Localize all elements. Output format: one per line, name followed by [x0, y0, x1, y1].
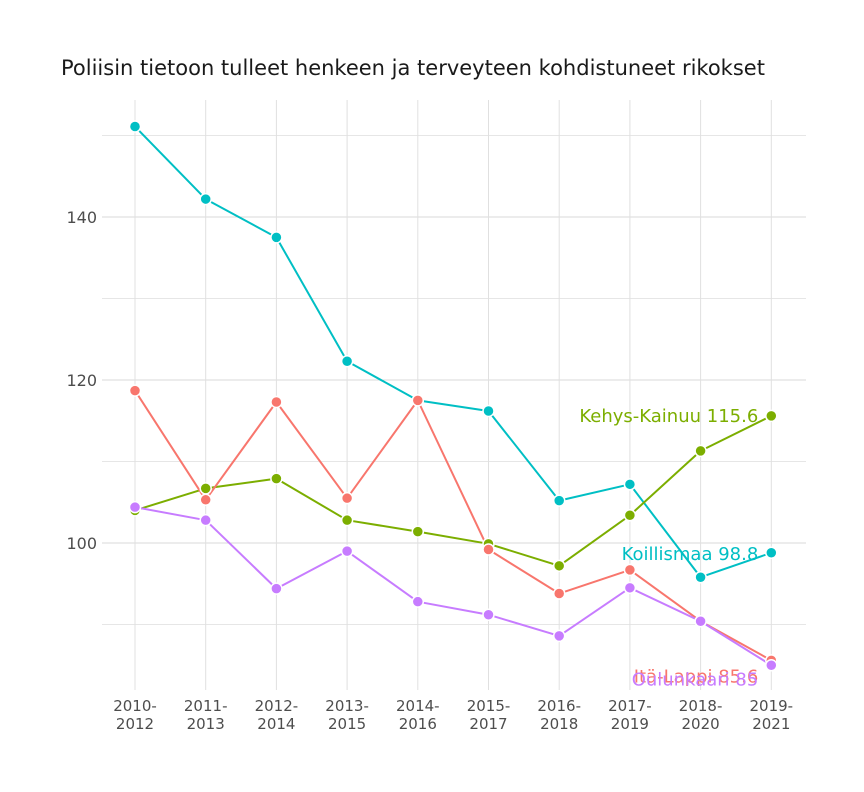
- data-point-it-lappi: [270, 395, 283, 409]
- end-label-it-lappi: Itä-Lappi 85.6: [634, 666, 759, 687]
- data-point-kehys-kainuu: [694, 444, 707, 458]
- data-point-kehys-kainuu: [340, 513, 354, 527]
- x-tick-label: 2014-: [396, 697, 440, 715]
- data-point-it-lappi: [623, 563, 637, 577]
- data-point-it-lappi: [128, 384, 142, 397]
- series-line-kehys-kainuu: [134, 414, 772, 567]
- data-point-oulunkaari: [623, 581, 637, 595]
- data-point-koillismaa: [128, 120, 142, 133]
- data-point-koillismaa: [623, 478, 637, 491]
- x-tick-label: 2021: [752, 715, 790, 733]
- data-point-koillismaa: [199, 192, 212, 206]
- x-tick-label: 2013: [187, 715, 225, 733]
- data-point-oulunkaari: [340, 544, 354, 558]
- data-point-oulunkaari: [552, 629, 566, 643]
- data-point-koillismaa: [765, 546, 778, 560]
- data-point-koillismaa: [694, 570, 707, 584]
- data-point-it-lappi: [199, 493, 212, 507]
- x-tick-label: 2016: [399, 715, 437, 733]
- data-point-kehys-kainuu: [199, 482, 212, 495]
- x-tick-label: 2019: [611, 715, 649, 733]
- x-tick-label: 2010-: [113, 697, 157, 715]
- data-point-kehys-kainuu: [623, 509, 637, 522]
- y-tick-label: 100: [66, 534, 97, 553]
- data-point-it-lappi: [552, 587, 566, 600]
- chart-title: Poliisin tietoon tulleet henkeen ja terv…: [61, 56, 765, 80]
- data-point-oulunkaari: [694, 614, 707, 628]
- data-point-it-lappi: [340, 491, 354, 505]
- data-point-it-lappi: [482, 543, 495, 556]
- data-point-oulunkaari: [199, 513, 212, 527]
- data-point-koillismaa: [270, 231, 283, 244]
- x-tick-label: 2015-: [467, 697, 511, 715]
- data-point-it-lappi: [411, 394, 425, 407]
- x-tick-label: 2014: [257, 715, 295, 733]
- x-tick-label: 2016-: [537, 697, 581, 715]
- data-point-oulunkaari: [482, 608, 495, 621]
- x-tick-label: 2019-: [750, 697, 794, 715]
- data-point-oulunkaari: [411, 595, 425, 608]
- x-tick-label: 2012-: [255, 697, 299, 715]
- data-point-koillismaa: [482, 404, 495, 418]
- x-tick-label: 2017: [469, 715, 507, 733]
- data-point-koillismaa: [552, 494, 566, 507]
- data-point-oulunkaari: [128, 500, 142, 514]
- data-point-kehys-kainuu: [270, 472, 283, 485]
- data-point-koillismaa: [340, 355, 354, 368]
- x-tick-label: 2017-: [608, 697, 652, 715]
- data-point-oulunkaari: [765, 659, 778, 672]
- series-line-oulunkaari: [134, 506, 772, 667]
- x-tick-label: 2011-: [184, 697, 228, 715]
- x-tick-label: 2018-: [679, 697, 723, 715]
- y-tick-label: 140: [66, 208, 97, 227]
- x-tick-label: 2015: [328, 715, 366, 733]
- end-label-oulunkaari: Oulunkaari 85: [632, 669, 759, 690]
- series-line-it-lappi: [134, 390, 772, 662]
- x-tick-label: 2018: [540, 715, 578, 733]
- y-tick-label: 120: [66, 371, 97, 390]
- end-label-koillismaa: Koillismaa 98.8: [622, 544, 759, 565]
- data-point-kehys-kainuu: [411, 525, 425, 538]
- series-line-koillismaa: [134, 125, 772, 579]
- data-point-oulunkaari: [270, 582, 283, 595]
- x-tick-label: 2020: [682, 715, 720, 733]
- x-tick-label: 2012: [116, 715, 154, 733]
- data-point-kehys-kainuu: [552, 559, 566, 573]
- x-tick-label: 2013-: [325, 697, 369, 715]
- data-point-kehys-kainuu: [765, 409, 778, 423]
- end-label-kehys-kainuu: Kehys-Kainuu 115.6: [579, 406, 758, 427]
